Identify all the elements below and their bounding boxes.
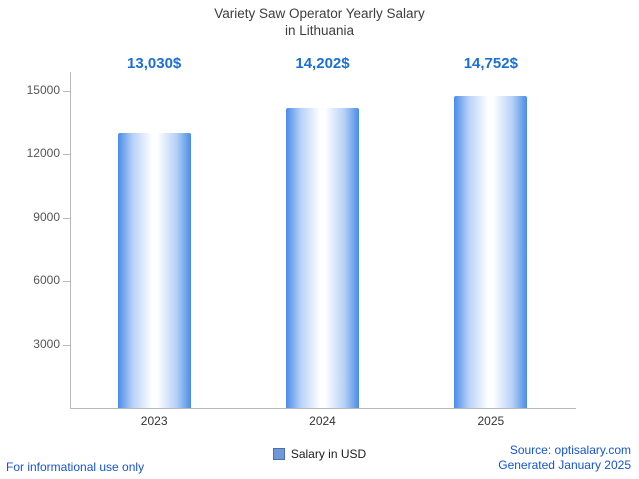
bar-2023	[117, 132, 191, 408]
bar-2025	[454, 96, 528, 408]
chart-title-line1: Variety Saw Operator Yearly Salary	[214, 6, 425, 21]
y-tick-mark	[63, 91, 70, 92]
chart-title: Variety Saw Operator Yearly Salary in Li…	[0, 5, 639, 39]
chart-title-line2: in Lithuania	[284, 23, 355, 38]
generated-date: Generated January 2025	[498, 458, 631, 472]
x-axis-label: 2025	[477, 414, 505, 428]
y-tick-label: 9000	[33, 209, 60, 224]
disclaimer-text: For informational use only	[6, 460, 145, 474]
source-link[interactable]: Source: optisalary.com	[509, 443, 631, 457]
bar-2024	[286, 107, 359, 408]
y-tick-label: 15000	[26, 83, 60, 97]
bar-value-label: 14,202$	[295, 55, 350, 72]
bar-value-label: 13,030$	[127, 55, 182, 72]
legend: Salary in USD	[0, 447, 639, 461]
y-tick-mark	[63, 154, 70, 156]
x-axis-label: 2023	[140, 414, 168, 428]
y-tick-mark	[63, 217, 70, 219]
legend-label[interactable]: Salary in USD	[290, 447, 367, 461]
y-tick-mark	[63, 281, 70, 283]
source-block: Source: optisalary.com Generated January…	[498, 443, 631, 473]
y-tick-label: 3000	[33, 336, 60, 351]
x-axis-label: 2024	[309, 414, 336, 428]
y-tick-label: 12000	[26, 146, 60, 161]
plot-area	[70, 72, 576, 409]
legend-swatch-icon[interactable]	[272, 448, 285, 460]
y-tick-label: 6000	[33, 273, 60, 288]
y-tick-mark	[63, 344, 70, 346]
bar-value-label: 14,752$	[463, 55, 518, 72]
